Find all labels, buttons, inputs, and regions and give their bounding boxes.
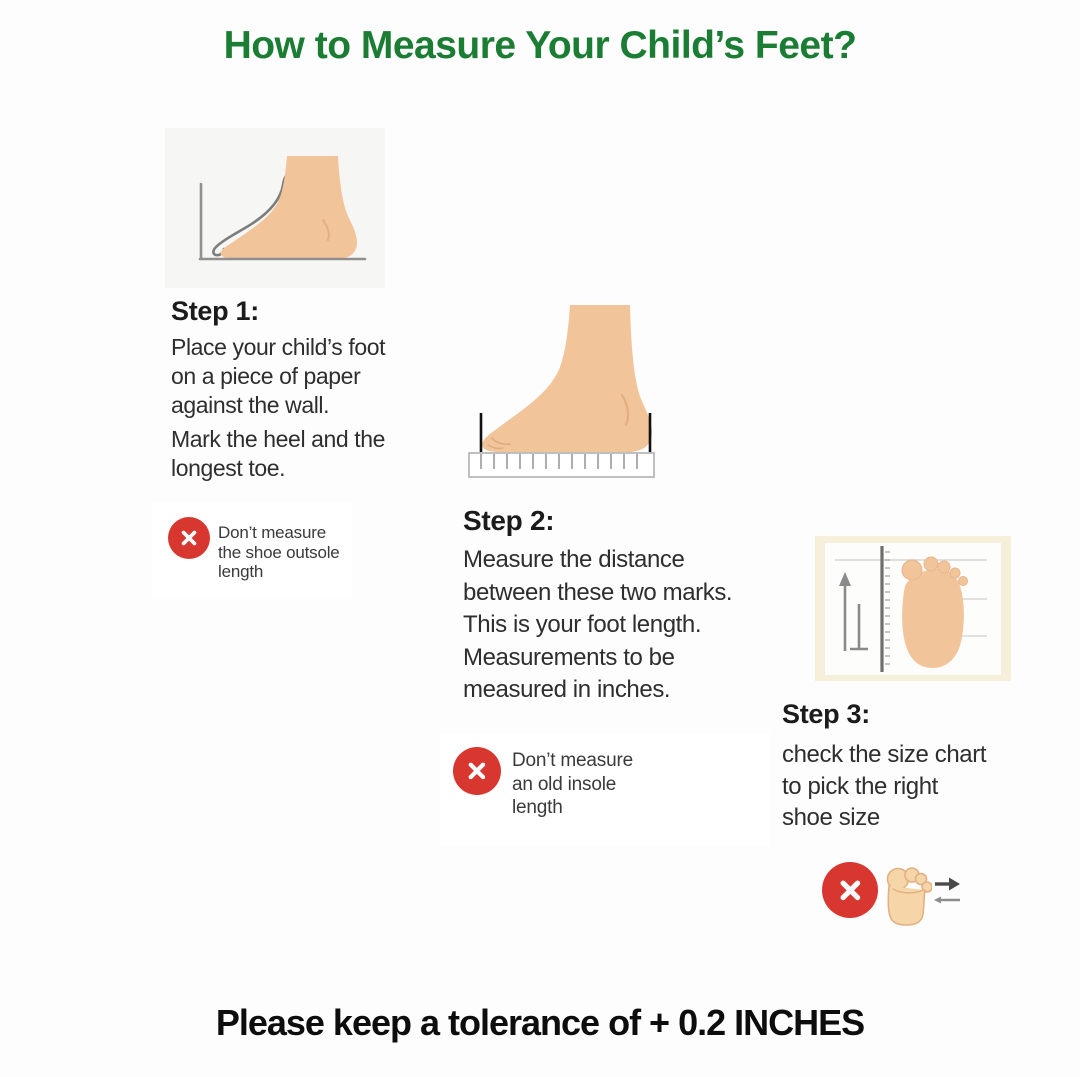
push-pull-arrows-icon	[934, 874, 962, 910]
text-line: against the wall.	[171, 392, 330, 418]
text-line: shoe size	[782, 804, 880, 831]
warning-2-text: Don’t measure an old insole length	[512, 749, 633, 820]
x-circle-icon	[168, 517, 210, 559]
text-line: to pick the right	[782, 772, 938, 800]
step2-heading: Step 2:	[463, 505, 555, 536]
warning-1-text: Don’t measure the shoe outsole length	[218, 523, 340, 582]
text-line: Don’t measure	[218, 523, 326, 542]
text-line: This is your foot length.	[463, 611, 702, 638]
text-line: measured in inches.	[463, 676, 671, 703]
x-circle-icon	[453, 747, 501, 795]
step3-heading: Step 3:	[782, 699, 870, 729]
text-line: check the size chart	[782, 741, 987, 768]
text-line: the shoe outsole	[218, 542, 340, 562]
text-line: on a piece of paper	[171, 363, 361, 389]
step2-paragraph: Measure the distance between these two m…	[463, 544, 733, 707]
text-line: Don’t measure	[512, 750, 633, 771]
text-line: Measurements to be	[463, 643, 675, 671]
foot-front-view-icon	[884, 864, 933, 926]
text-line: Place your child’s foot	[171, 334, 386, 360]
warning-3-group	[822, 860, 962, 930]
foot-side-wall-outline-icon	[165, 128, 385, 288]
step1-paragraph-2: Mark the heel and the longest toe.	[171, 425, 385, 483]
step1-paragraph-1: Place your child’s foot on a piece of pa…	[171, 333, 386, 420]
foot-sole-measure-chart-icon	[815, 536, 1011, 681]
tolerance-note: Please keep a tolerance of + 0.2 INCHES	[215, 1002, 865, 1043]
x-circle-icon	[822, 862, 878, 918]
text-line: length	[512, 797, 563, 818]
foot-on-ruler-icon	[450, 295, 710, 485]
warning-2-box: Don’t measure an old insole length	[440, 733, 770, 845]
step3-paragraph: check the size chart to pick the right s…	[782, 739, 987, 834]
text-line: an old insole	[512, 773, 617, 795]
text-line: Mark the heel and the	[171, 426, 386, 452]
text-line: between these two marks.	[463, 578, 733, 606]
text-line: Measure the distance	[463, 546, 685, 573]
text-line: length	[218, 562, 264, 581]
step1-heading: Step 1:	[171, 296, 259, 326]
warning-1-box: Don’t measure the shoe outsole length	[152, 503, 352, 599]
text-line: longest toe.	[171, 455, 286, 481]
page-title: How to Measure Your Child’s Feet?	[223, 24, 857, 67]
